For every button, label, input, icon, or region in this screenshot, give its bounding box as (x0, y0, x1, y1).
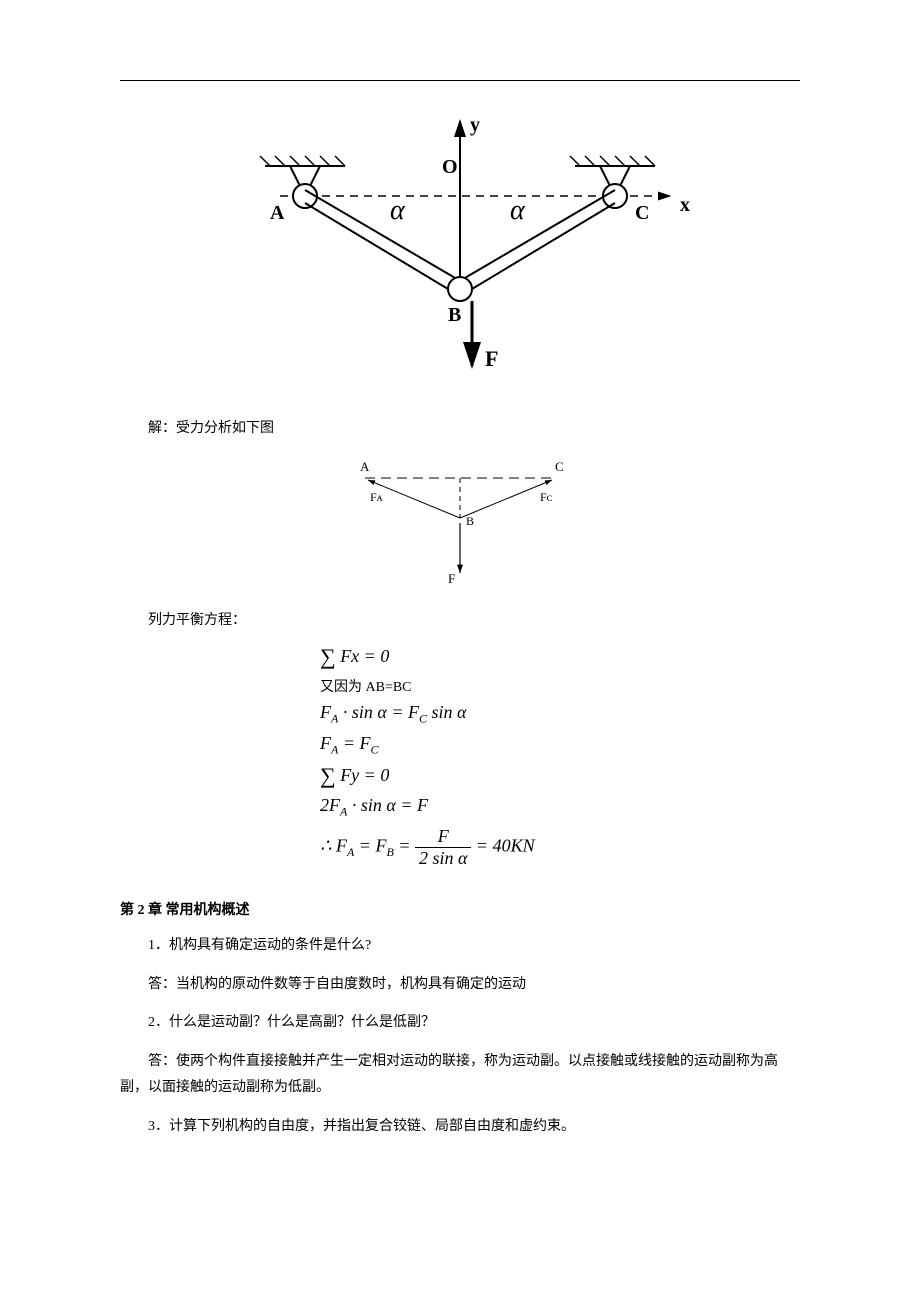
frac-den: 2 sin α (415, 848, 471, 869)
eq-result-val: = 40KN (476, 836, 535, 856)
small-FA: Fᴀ (370, 490, 384, 504)
page: y x O A C (0, 0, 920, 1302)
eq-sumfy: ∑ Fy = 0 (320, 763, 800, 789)
label-alpha-left: α (390, 195, 406, 226)
frac-num: F (415, 826, 471, 848)
label-y: y (470, 114, 480, 136)
small-figure-svg: A C Fᴀ Fᴄ B F (330, 453, 590, 593)
label-o: O (442, 156, 458, 178)
small-B: B (466, 514, 474, 528)
label-B: B (448, 304, 461, 326)
label-x: x (680, 194, 690, 216)
section-title: 第 2 章 常用机构概述 (120, 899, 800, 919)
main-figure-svg: y x O A C (210, 111, 710, 391)
eq-fa-fc: FA = FC (320, 733, 800, 758)
small-FC: Fᴄ (540, 490, 553, 504)
eq-2fa: 2FA · sin α = F (320, 795, 800, 820)
q2: 2．什么是运动副？什么是高副？什么是低副？ (120, 1010, 800, 1037)
label-A: A (270, 202, 285, 224)
solution-intro: 解：受力分析如下图 (120, 416, 800, 443)
small-figure: A C Fᴀ Fᴄ B F (120, 453, 800, 598)
small-F: F (448, 571, 455, 586)
eq-sumfx: ∑ Fx = 0 (320, 644, 800, 670)
equation-intro: 列力平衡方程： (120, 608, 800, 635)
label-C: C (635, 202, 649, 224)
q1: 1．机构具有确定运动的条件是什么? (120, 933, 800, 960)
main-figure: y x O A C (120, 111, 800, 396)
eq-note-abbc: 又因为 AB=BC (320, 676, 800, 696)
label-alpha-right: α (510, 195, 526, 226)
a2: 答：使两个构件直接接触并产生一定相对运动的联接，称为运动副。以点接触或线接触的运… (120, 1049, 800, 1102)
small-A: A (360, 459, 370, 474)
q3: 3．计算下列机构的自由度，并指出复合铰链、局部自由度和虚约束。 (120, 1114, 800, 1141)
eq-result: ∴ FA = FB = F 2 sin α = 40KN (320, 826, 800, 869)
a1: 答：当机构的原动件数等于自由度数时，机构具有确定的运动 (120, 972, 800, 999)
eq-fa-sin: FA · sin α = FC sin α (320, 702, 800, 727)
label-F: F (485, 346, 498, 371)
small-C: C (555, 459, 564, 474)
top-divider (120, 80, 800, 81)
